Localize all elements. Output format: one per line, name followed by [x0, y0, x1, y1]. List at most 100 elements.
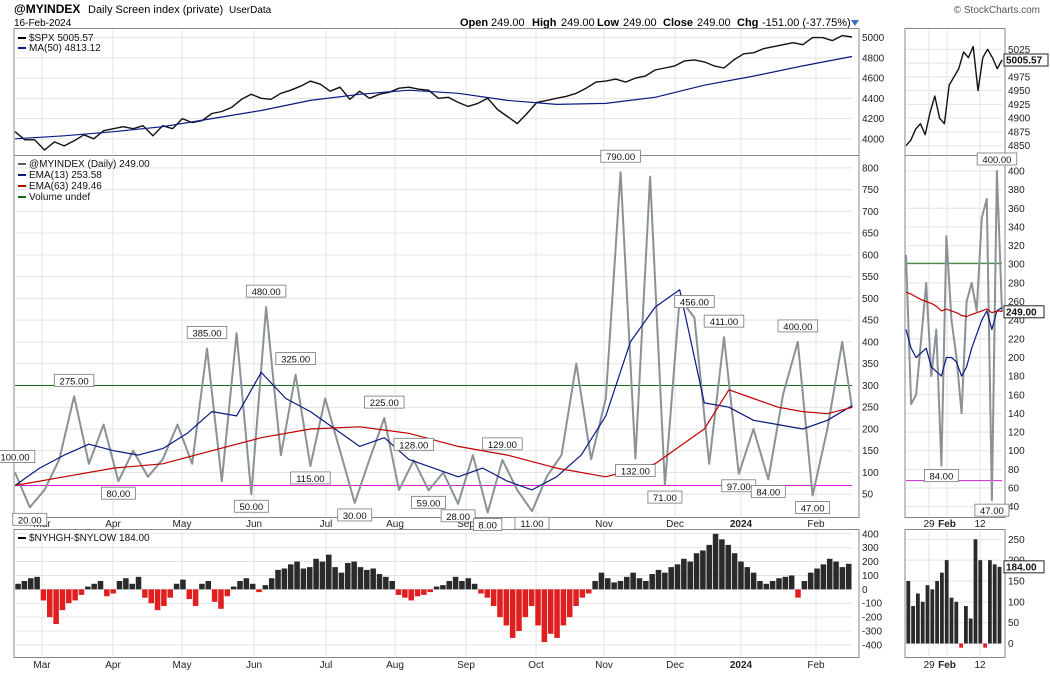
- nyh-bar: [528, 589, 535, 606]
- zmy-index-line: [905, 170, 1003, 502]
- triangle-down-icon[interactable]: [851, 20, 859, 26]
- close-value: 249.00: [697, 17, 731, 29]
- nyh-bar: [573, 589, 579, 606]
- x-tick-label: 2024: [730, 660, 753, 671]
- my-callout-label: 30.00: [343, 511, 367, 522]
- spx-legend-label: MA(50) 4813.12: [29, 43, 101, 54]
- zmy-ema13-line: [905, 307, 1003, 377]
- nyh-bar: [287, 564, 294, 590]
- symbol-description: Daily Screen index (private): [88, 4, 223, 16]
- zmy-ytick-label: 260: [1008, 297, 1025, 308]
- x-tick-label: Jul: [320, 660, 333, 671]
- my-ytick-label: 800: [862, 163, 879, 174]
- my-callout-label: 8.00: [478, 521, 497, 532]
- x-tick-label: Jul: [320, 519, 333, 530]
- nyh-bar: [611, 582, 617, 590]
- my-callout: 97.00: [721, 479, 757, 493]
- zspx-ytick-label: 4925: [1008, 100, 1031, 111]
- nyh-bar: [402, 589, 408, 598]
- nyh-bar: [78, 589, 85, 595]
- nyh-bar: [560, 589, 567, 626]
- nyh-ytick-label: -300: [862, 627, 882, 638]
- nyh-bar: [668, 567, 674, 590]
- x-tick-label: Dec: [666, 660, 684, 671]
- my-callout-label: 97.00: [727, 482, 751, 493]
- my-callout-box: [411, 495, 446, 509]
- nyh-bar: [674, 564, 681, 590]
- zmy-ytick-label: 320: [1008, 241, 1025, 252]
- nyh-bar: [763, 583, 770, 590]
- my-callout: 100.00: [0, 450, 36, 463]
- my-index-line: [14, 171, 853, 514]
- my-callout-box: [0, 450, 36, 463]
- chg-label: Chg: [737, 17, 758, 29]
- close-label: Close: [663, 17, 693, 29]
- nyh-bar: [148, 589, 154, 604]
- znyh-ytick-label: 0: [1008, 639, 1014, 650]
- nyh-bar: [142, 589, 148, 598]
- low-value: 249.00: [623, 17, 657, 29]
- nyh-bar: [116, 581, 123, 590]
- nyh-bar: [503, 589, 510, 626]
- x-tick-label: Mar: [33, 660, 51, 671]
- nyhgh-zoom-frame: [904, 529, 1006, 658]
- zmy-callout-label: 400.00: [982, 155, 1011, 166]
- nyh-bar: [389, 581, 395, 590]
- x-tick-label: Apr: [105, 660, 121, 671]
- nyh-ytick-label: 300: [862, 543, 879, 554]
- my-ytick-label: 500: [862, 294, 879, 305]
- zmy-callout-label: 84.00: [929, 472, 953, 483]
- nyh-bar: [91, 583, 97, 590]
- zspx-ytick-label: 4900: [1008, 114, 1031, 125]
- zmy-ytick-label: 280: [1008, 278, 1025, 289]
- nyh-ytick-label: 100: [862, 571, 879, 582]
- my-callout-box: [186, 326, 228, 339]
- my-callout-label: 59.00: [417, 498, 441, 509]
- nyh-bar: [66, 589, 72, 604]
- grid-lines: [15, 30, 1002, 656]
- nyh-bar: [53, 589, 59, 625]
- my-callout-label: 115.00: [296, 474, 324, 485]
- znyh-last-label: 184.00: [1006, 562, 1037, 573]
- nyh-bar: [383, 576, 389, 590]
- zspx-last-label: 5005.57: [1006, 55, 1043, 66]
- zmy-ytick-label: 300: [1008, 260, 1025, 271]
- chg-value: -151.00 (-37.75%): [762, 17, 851, 29]
- high-label: High: [532, 17, 557, 29]
- my-callout-box: [53, 373, 95, 387]
- my-callout-label: 129.00: [488, 440, 517, 451]
- zmy-callout: 400.00: [976, 152, 1018, 166]
- nyh-bar: [585, 589, 592, 594]
- nyh-bar: [706, 544, 712, 590]
- x-tick-label: Jun: [246, 660, 262, 671]
- znyh-bar: [978, 560, 983, 644]
- nyh-bar: [408, 589, 414, 601]
- my-ytick-label: 750: [862, 185, 879, 196]
- my-ytick-label: 50: [862, 490, 874, 501]
- zmy-last-label: 249.00: [1006, 307, 1037, 318]
- x-tick-label: Sep: [457, 660, 475, 671]
- nyh-bar: [814, 568, 820, 590]
- zmy-ytick-label: 80: [1008, 465, 1020, 476]
- my-ytick-label: 250: [862, 403, 879, 414]
- nyh-bar: [839, 567, 846, 590]
- znyh-bar: [997, 566, 1002, 644]
- my-callout-box: [674, 295, 715, 308]
- zmy-ytick-label: 60: [1008, 484, 1020, 495]
- myindex-zoom-frame: [904, 155, 1006, 518]
- nyh-bar: [446, 581, 453, 590]
- x-axes: MarAprMayJunJulAugSepOctNovDec2024Feb29F…: [33, 519, 986, 671]
- znyh-bar: [916, 593, 920, 644]
- nyh-bar: [161, 589, 167, 606]
- zspx-ytick-label: 4875: [1008, 127, 1031, 138]
- nyh-ytick-label: 0: [862, 585, 868, 596]
- my-legend-label: EMA(13) 253.58: [29, 170, 102, 181]
- my-callout-label: 225.00: [370, 398, 399, 409]
- my-callout-label: 47.00: [801, 504, 825, 515]
- znyh-bar: [925, 585, 930, 644]
- znyh-bar: [973, 539, 978, 644]
- znyh-ytick-label: 50: [1008, 618, 1020, 629]
- nyh-bar: [230, 586, 237, 590]
- zmy-ytick-label: 360: [1008, 204, 1025, 215]
